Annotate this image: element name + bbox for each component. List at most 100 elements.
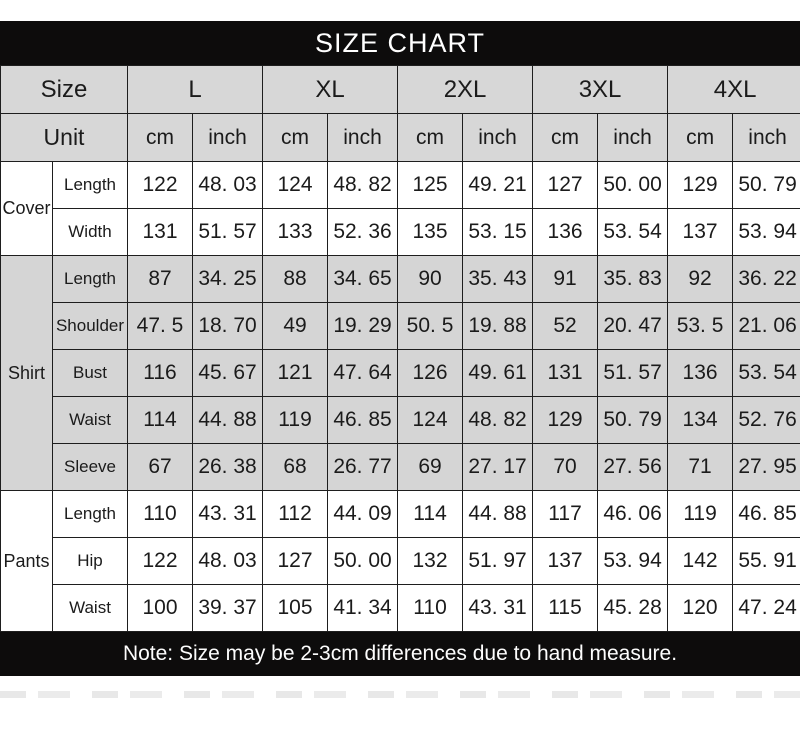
value-cell: 46. 85	[328, 397, 398, 444]
value-cell: 34. 65	[328, 256, 398, 303]
size-header-cell: Size	[1, 66, 128, 114]
value-cell: 137	[533, 538, 598, 585]
value-cell: 55. 91	[733, 538, 800, 585]
value-cell: 52. 76	[733, 397, 800, 444]
value-cell: 47. 5	[128, 303, 193, 350]
size-column-3xl: 3XL	[533, 66, 668, 114]
value-cell: 129	[668, 162, 733, 209]
value-cell: 39. 37	[193, 585, 263, 632]
size-column-l: L	[128, 66, 263, 114]
value-cell: 26. 77	[328, 444, 398, 491]
note-bar: Note: Size may be 2-3cm differences due …	[0, 632, 800, 676]
category-cell-pants: Pants	[1, 491, 53, 632]
value-cell: 50. 00	[328, 538, 398, 585]
value-cell: 19. 29	[328, 303, 398, 350]
measurement-label: Bust	[53, 350, 128, 397]
value-cell: 125	[398, 162, 463, 209]
value-cell: 135	[398, 209, 463, 256]
value-cell: 110	[128, 491, 193, 538]
value-cell: 44. 88	[463, 491, 533, 538]
size-header-row: Size L XL 2XL 3XL 4XL	[1, 66, 800, 114]
value-cell: 44. 88	[193, 397, 263, 444]
unit-header-cell: Unit	[1, 114, 128, 162]
unit-cell-inch: inch	[193, 114, 263, 162]
category-cell-shirt: Shirt	[1, 256, 53, 491]
value-cell: 51. 57	[598, 350, 668, 397]
value-cell: 88	[263, 256, 328, 303]
value-cell: 133	[263, 209, 328, 256]
value-cell: 117	[533, 491, 598, 538]
value-cell: 122	[128, 538, 193, 585]
unit-cell-cm: cm	[533, 114, 598, 162]
title-bar: SIZE CHART	[0, 21, 800, 65]
value-cell: 41. 34	[328, 585, 398, 632]
value-cell: 49	[263, 303, 328, 350]
value-cell: 142	[668, 538, 733, 585]
value-cell: 51. 57	[193, 209, 263, 256]
value-cell: 49. 21	[463, 162, 533, 209]
unit-cell-cm: cm	[128, 114, 193, 162]
value-cell: 48. 03	[193, 538, 263, 585]
note-text: Note: Size may be 2-3cm differences due …	[123, 642, 677, 666]
value-cell: 46. 06	[598, 491, 668, 538]
value-cell: 70	[533, 444, 598, 491]
value-cell: 35. 83	[598, 256, 668, 303]
measurement-label: Shoulder	[53, 303, 128, 350]
value-cell: 119	[668, 491, 733, 538]
measurement-label: Width	[53, 209, 128, 256]
value-cell: 69	[398, 444, 463, 491]
value-cell: 27. 56	[598, 444, 668, 491]
value-cell: 126	[398, 350, 463, 397]
value-cell: 127	[533, 162, 598, 209]
value-cell: 68	[263, 444, 328, 491]
value-cell: 52. 36	[328, 209, 398, 256]
measurement-label: Length	[53, 491, 128, 538]
value-cell: 52	[533, 303, 598, 350]
value-cell: 34. 25	[193, 256, 263, 303]
measurement-label: Waist	[53, 585, 128, 632]
value-cell: 114	[398, 491, 463, 538]
value-cell: 21. 06	[733, 303, 800, 350]
measurement-label: Waist	[53, 397, 128, 444]
value-cell: 53. 15	[463, 209, 533, 256]
measurement-label: Hip	[53, 538, 128, 585]
value-cell: 92	[668, 256, 733, 303]
value-cell: 131	[533, 350, 598, 397]
value-cell: 53. 54	[733, 350, 800, 397]
value-cell: 53. 54	[598, 209, 668, 256]
value-cell: 26. 38	[193, 444, 263, 491]
value-cell: 132	[398, 538, 463, 585]
value-cell: 19. 88	[463, 303, 533, 350]
value-cell: 50. 00	[598, 162, 668, 209]
value-cell: 45. 28	[598, 585, 668, 632]
page-title: SIZE CHART	[315, 28, 485, 59]
value-cell: 124	[398, 397, 463, 444]
value-cell: 136	[533, 209, 598, 256]
value-cell: 48. 03	[193, 162, 263, 209]
value-cell: 127	[263, 538, 328, 585]
measurement-label: Sleeve	[53, 444, 128, 491]
value-cell: 121	[263, 350, 328, 397]
value-cell: 50. 5	[398, 303, 463, 350]
value-cell: 134	[668, 397, 733, 444]
value-cell: 47. 24	[733, 585, 800, 632]
cutoff-text-artifact	[0, 691, 800, 698]
value-cell: 47. 64	[328, 350, 398, 397]
value-cell: 119	[263, 397, 328, 444]
value-cell: 100	[128, 585, 193, 632]
value-cell: 27. 17	[463, 444, 533, 491]
value-cell: 105	[263, 585, 328, 632]
value-cell: 114	[128, 397, 193, 444]
value-cell: 45. 67	[193, 350, 263, 397]
value-cell: 35. 43	[463, 256, 533, 303]
value-cell: 18. 70	[193, 303, 263, 350]
value-cell: 46. 85	[733, 491, 800, 538]
value-cell: 131	[128, 209, 193, 256]
size-column-4xl: 4XL	[668, 66, 800, 114]
